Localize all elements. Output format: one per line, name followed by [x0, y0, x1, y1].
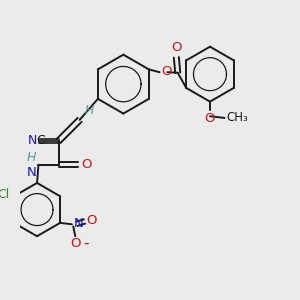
Text: O: O: [161, 65, 171, 78]
Text: Cl: Cl: [0, 188, 10, 201]
Text: O: O: [81, 158, 92, 171]
Text: O: O: [205, 112, 215, 125]
Text: O: O: [171, 41, 181, 54]
Text: H: H: [27, 151, 36, 164]
Text: O: O: [70, 238, 80, 250]
Text: CH₃: CH₃: [226, 111, 248, 124]
Text: N: N: [26, 166, 36, 179]
Text: N: N: [73, 217, 83, 230]
Text: O: O: [87, 214, 97, 227]
Text: N: N: [28, 134, 38, 147]
Text: C: C: [36, 134, 45, 147]
Text: -: -: [83, 236, 88, 250]
Text: H: H: [84, 104, 94, 117]
